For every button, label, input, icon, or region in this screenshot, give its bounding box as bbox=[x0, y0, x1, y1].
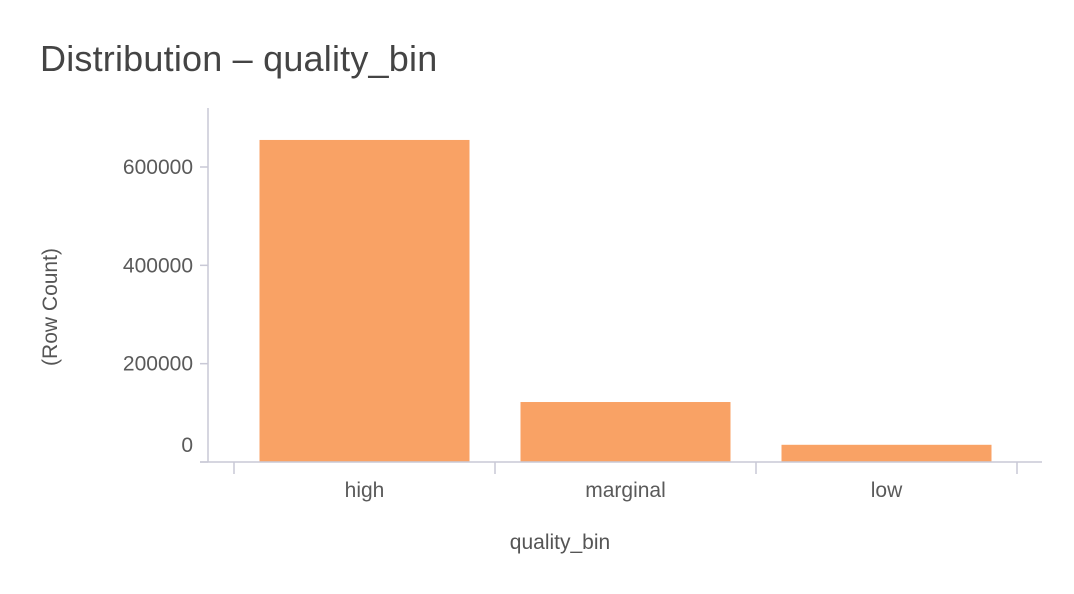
y-tick-label: 400000 bbox=[123, 254, 193, 277]
y-tick-label: 0 bbox=[181, 434, 193, 457]
x-tick-label-low: low bbox=[871, 479, 903, 502]
x-axis-title: quality_bin bbox=[510, 531, 610, 554]
bars-layer bbox=[259, 139, 992, 463]
labels-layer: 0 200000 400000 600000 high marginal low bbox=[123, 156, 903, 502]
y-tick-label: 200000 bbox=[123, 353, 193, 376]
axes-layer bbox=[200, 108, 1042, 474]
y-axis-title: (Row Count) bbox=[39, 248, 62, 366]
y-tick-label: 600000 bbox=[123, 156, 193, 179]
bar-marginal bbox=[520, 402, 731, 462]
x-tick-label-high: high bbox=[345, 479, 385, 502]
bar-low bbox=[781, 444, 992, 462]
chart-title: Distribution – quality_bin bbox=[40, 38, 438, 79]
bar-high bbox=[259, 139, 470, 463]
x-tick-label-marginal: marginal bbox=[585, 479, 666, 502]
